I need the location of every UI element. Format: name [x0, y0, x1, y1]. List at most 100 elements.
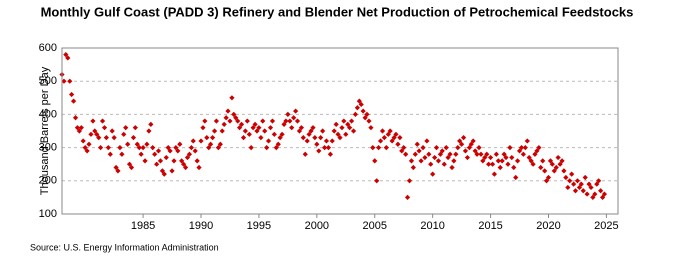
data-point — [254, 128, 260, 134]
data-point — [167, 148, 173, 154]
data-point — [453, 151, 459, 157]
data-point — [221, 121, 227, 127]
data-point — [374, 178, 380, 184]
data-point — [273, 145, 279, 151]
data-point — [80, 138, 86, 144]
data-point — [513, 174, 519, 181]
data-point — [304, 138, 310, 144]
data-point — [586, 181, 592, 187]
chart-title: Monthly Gulf Coast (PADD 3) Refinery and… — [41, 4, 634, 19]
data-point — [225, 108, 231, 114]
data-point — [352, 111, 359, 117]
data-point — [287, 118, 293, 124]
data-point — [306, 131, 312, 137]
data-point — [542, 168, 548, 174]
data-point — [507, 145, 513, 151]
data-point — [553, 164, 559, 171]
data-point — [397, 135, 403, 141]
data-point — [88, 131, 94, 137]
data-point — [345, 121, 351, 127]
data-point — [358, 101, 364, 108]
data-point — [192, 148, 198, 154]
data-point — [231, 111, 237, 117]
data-point — [279, 131, 285, 137]
data-point — [182, 164, 189, 171]
data-point — [509, 154, 515, 161]
data-point — [283, 118, 289, 124]
data-point — [211, 128, 218, 134]
data-point — [549, 161, 555, 167]
data-point — [536, 145, 542, 151]
data-point — [123, 125, 129, 131]
data-point — [258, 135, 264, 141]
data-point — [478, 151, 484, 157]
data-point — [134, 141, 140, 147]
data-point — [362, 115, 368, 121]
data-point — [72, 115, 79, 121]
x-tick-label: 1990 — [189, 220, 213, 232]
data-point — [497, 164, 503, 171]
data-point — [235, 118, 241, 124]
data-point — [175, 148, 181, 154]
data-point — [78, 125, 84, 131]
data-point — [432, 154, 438, 161]
x-tick-label: 1985 — [131, 220, 155, 232]
data-point — [238, 121, 245, 127]
y-tick-label: 600 — [39, 42, 57, 54]
data-point — [528, 158, 534, 164]
data-point — [298, 125, 305, 131]
data-point — [125, 141, 131, 147]
data-point — [244, 118, 250, 124]
data-point — [368, 125, 374, 131]
data-point — [194, 158, 200, 164]
data-point — [420, 145, 426, 151]
data-point — [598, 188, 604, 194]
data-point — [289, 125, 295, 131]
y-tick-label: 100 — [39, 208, 57, 220]
data-point — [403, 151, 409, 157]
data-point — [435, 158, 442, 164]
y-tick-label: 400 — [39, 108, 57, 120]
data-point — [320, 128, 326, 134]
data-point — [233, 115, 239, 121]
data-point — [557, 161, 563, 167]
data-point — [422, 154, 428, 161]
data-point — [155, 148, 162, 154]
plot-area: 100 200 300 400 500 600 1985 1990 1995 2000 2005 20… — [39, 42, 619, 232]
data-point — [148, 121, 154, 127]
data-point — [441, 161, 447, 167]
data-point — [335, 131, 341, 137]
data-point — [146, 128, 152, 134]
data-point — [213, 118, 220, 124]
data-point — [323, 138, 330, 144]
data-point — [495, 158, 501, 164]
data-point — [115, 168, 121, 174]
data-point — [339, 125, 345, 131]
data-point — [526, 154, 532, 161]
data-point — [163, 154, 169, 161]
data-point — [484, 151, 490, 157]
data-point — [381, 135, 387, 141]
data-point — [563, 174, 569, 181]
data-point — [576, 184, 583, 191]
data-point — [480, 158, 486, 164]
data-point — [325, 145, 332, 151]
data-point — [499, 158, 505, 164]
data-point — [445, 154, 451, 161]
data-point — [144, 141, 150, 147]
data-point — [601, 191, 608, 197]
data-point — [132, 125, 138, 131]
data-point — [459, 141, 465, 147]
data-point — [136, 145, 142, 151]
data-point — [179, 158, 185, 164]
data-point — [240, 135, 247, 141]
data-point — [524, 138, 530, 144]
data-point — [520, 151, 526, 157]
data-point — [329, 138, 335, 144]
data-point — [455, 145, 461, 151]
data-point — [256, 125, 262, 131]
data-point — [505, 161, 511, 167]
data-point — [561, 168, 567, 174]
y-tick-label: 300 — [39, 142, 57, 154]
